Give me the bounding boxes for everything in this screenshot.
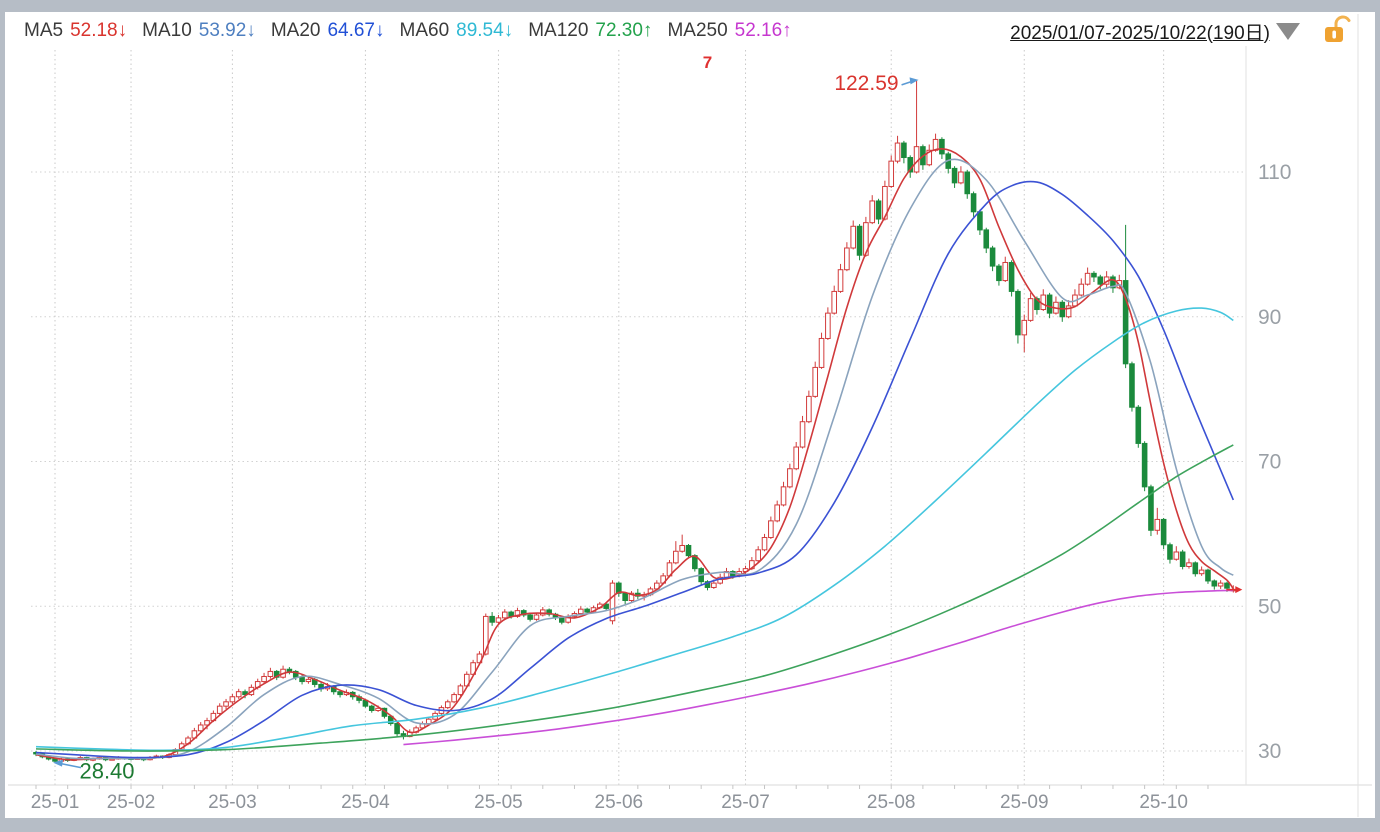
ma-item-ma250: MA250 52.16↑ xyxy=(667,20,791,42)
y-axis-label: 110 xyxy=(1258,161,1291,184)
x-axis-label: 25-08 xyxy=(867,792,916,813)
ma-value: 72.30↑ xyxy=(595,20,653,41)
ma-label: MA60 xyxy=(399,20,450,41)
unlock-icon[interactable] xyxy=(1322,14,1352,48)
ma-value: 52.18↓ xyxy=(70,20,128,41)
low-price-label: 28.40 xyxy=(79,759,134,784)
ma-value: 52.16↑ xyxy=(734,20,792,41)
date-range-text[interactable]: 2025/01/07-2025/10/22(190日) xyxy=(1010,22,1270,44)
ma20-line xyxy=(35,180,1235,759)
ma-label: MA5 xyxy=(24,20,64,41)
x-axis-label: 25-09 xyxy=(1000,792,1049,813)
x-axis-label: 25-07 xyxy=(721,792,770,813)
x-axis-label: 25-01 xyxy=(31,792,80,813)
y-axis-label: 50 xyxy=(1258,595,1281,618)
ma5-line xyxy=(35,147,1234,761)
x-axis-label: 25-03 xyxy=(208,792,257,813)
ma-label: MA10 xyxy=(142,20,192,41)
ma10-line xyxy=(35,158,1234,760)
chart-panel xyxy=(5,12,1375,818)
ma250-line xyxy=(403,589,1234,746)
ma-item-ma10: MA10 53.92↓ xyxy=(142,20,256,42)
date-range-selector[interactable]: 2025/01/07-2025/10/22(190日) xyxy=(1010,17,1300,45)
y-axis-label: 90 xyxy=(1258,306,1281,329)
x-axis-label: 25-04 xyxy=(341,792,390,813)
y-axis-label: 70 xyxy=(1258,451,1281,474)
x-axis-label: 25-06 xyxy=(595,792,644,813)
ma-item-ma120: MA120 72.30↑ xyxy=(528,20,652,42)
ma-label: MA120 xyxy=(528,20,589,41)
ma-label: MA20 xyxy=(270,20,321,41)
ma60-line xyxy=(35,307,1234,752)
ma-value: 89.54↓ xyxy=(456,20,514,41)
ma-value: 64.67↓ xyxy=(327,20,385,41)
annotations: 122.59 28.40 7 xyxy=(53,53,1243,784)
ma-value: 53.92↓ xyxy=(198,20,256,41)
chevron-down-icon xyxy=(1276,22,1300,40)
x-axis-label: 25-05 xyxy=(474,792,523,813)
ma120-line xyxy=(35,444,1234,752)
ma-legend: MA5 52.18↓ MA10 53.92↓ MA20 64.67↓ MA60 89.54↓ M… xyxy=(24,17,807,45)
axis-labels: 110 90 70 50 30 25-01 25-02 25-03 25-04 25-05 25-0… xyxy=(31,161,1292,813)
grid xyxy=(8,14,1372,817)
ma-item-ma20: MA20 64.67↓ xyxy=(271,20,385,42)
ma-item-ma60: MA60 89.54↓ xyxy=(400,20,514,42)
ma-item-ma5: MA5 52.18↓ xyxy=(24,20,127,42)
x-axis-label: 25-02 xyxy=(107,792,156,813)
event-flag-marker[interactable]: 7 xyxy=(703,53,712,72)
x-axis-label: 25-10 xyxy=(1139,792,1188,813)
high-price-label: 122.59 xyxy=(834,72,898,95)
candles xyxy=(33,80,1237,763)
ma-label: MA250 xyxy=(667,20,728,41)
y-axis-label: 30 xyxy=(1258,740,1281,763)
